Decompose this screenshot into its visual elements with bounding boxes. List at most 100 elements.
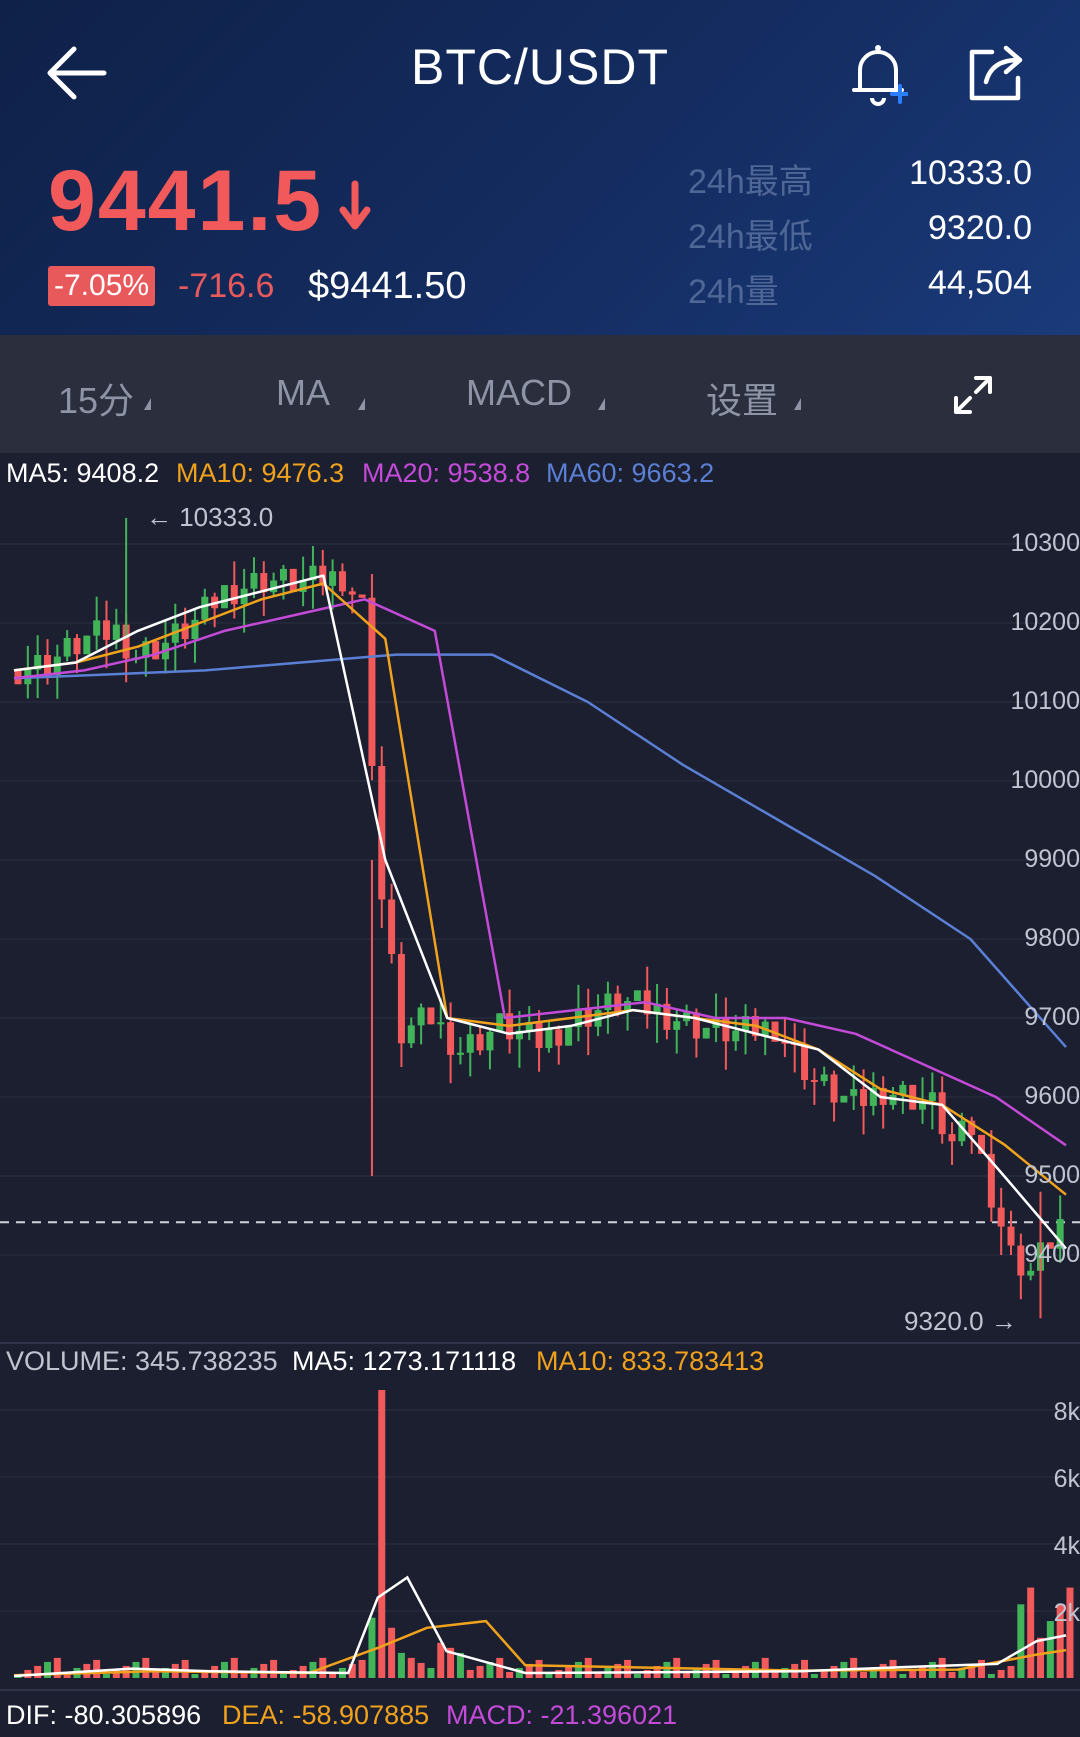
volume-ma5-line <box>13 1575 1067 1678</box>
expand-icon[interactable] <box>950 372 996 418</box>
tab-settings-label: 设置 <box>706 380 779 421</box>
volume-bar <box>987 1673 995 1678</box>
candle-body <box>653 1003 661 1015</box>
volume-bar <box>1027 1587 1035 1678</box>
stat-label-high: 24h最高 <box>688 163 813 201</box>
volume-bar <box>1007 1665 1015 1678</box>
candle-body <box>604 993 612 1011</box>
ma10-line <box>13 582 1067 1196</box>
volume-bar <box>348 1663 356 1678</box>
volume-bar <box>496 1657 504 1678</box>
volume-bar <box>801 1659 809 1678</box>
candle-body <box>919 1100 927 1110</box>
volume-bar <box>722 1673 730 1678</box>
y-axis-label: 9800 <box>1024 924 1080 952</box>
candle-body <box>220 585 228 609</box>
candle-body <box>997 1207 1005 1227</box>
candle-body <box>437 1022 445 1025</box>
volume-bar <box>633 1673 641 1678</box>
candle-body <box>820 1074 828 1082</box>
candle-body <box>309 565 317 581</box>
candle-body <box>299 580 307 592</box>
header <box>0 0 1080 335</box>
tab-ma[interactable]: MA <box>276 372 330 414</box>
volume-bar <box>958 1667 966 1678</box>
stat-label-low: 24h最低 <box>688 218 813 256</box>
volume-bar <box>948 1671 956 1678</box>
candle-body <box>781 1041 789 1044</box>
volume-bar <box>358 1659 366 1678</box>
volume-bar <box>43 1661 51 1678</box>
down-arrow-icon <box>339 180 371 230</box>
candle-body <box>279 568 287 581</box>
candle-body <box>260 573 268 593</box>
candle-body <box>230 585 238 605</box>
y-axis-label: 9600 <box>1024 1082 1080 1110</box>
candle-body <box>614 993 622 1012</box>
volume-bar <box>1046 1621 1054 1678</box>
legend-dea: DEA: -58.907885 <box>222 1700 430 1730</box>
volume-bar <box>978 1659 986 1678</box>
legend-volume-ma10: MA10: 833.783413 <box>536 1346 765 1376</box>
volume-bar <box>102 1673 110 1678</box>
volume-axis-label: 6k <box>1053 1465 1080 1493</box>
candle-body <box>348 591 356 595</box>
bell-plus-icon[interactable] <box>848 40 908 108</box>
y-axis-label: 9700 <box>1024 1003 1080 1031</box>
volume-bar <box>456 1652 464 1678</box>
candle-body <box>181 623 189 640</box>
volume-bar <box>506 1671 514 1678</box>
candle-body <box>102 620 110 640</box>
caret-down-icon <box>794 398 801 410</box>
candle-body <box>535 1021 543 1049</box>
volume-bar <box>1017 1604 1025 1678</box>
candle-body <box>447 1022 455 1055</box>
candle-body <box>201 596 209 620</box>
candle-body <box>456 1052 464 1055</box>
candle-body <box>840 1095 848 1103</box>
candle-body <box>869 1088 877 1106</box>
volume-bar <box>624 1659 632 1678</box>
volume-bar <box>771 1671 779 1678</box>
volume-bar <box>781 1667 789 1678</box>
candle-body <box>397 954 405 1044</box>
volume-bar <box>810 1673 818 1678</box>
volume-bar <box>447 1647 455 1678</box>
volume-bar <box>53 1657 61 1678</box>
change-percent-badge: -7.05% <box>48 266 156 306</box>
back-arrow-icon[interactable] <box>44 40 110 106</box>
candle-body <box>1056 1219 1064 1249</box>
change-amount: -716.6 <box>178 267 275 305</box>
volume-bar <box>683 1671 691 1678</box>
volume-bar <box>1056 1604 1064 1678</box>
volume-bar <box>240 1671 248 1678</box>
ma5-line <box>13 574 1067 1250</box>
candle-body <box>663 1003 671 1030</box>
tab-interval[interactable]: 15分 <box>58 372 134 424</box>
volume-bar <box>574 1661 582 1678</box>
legend-ma60: MA60: 9663.2 <box>546 458 715 488</box>
volume-bar <box>869 1667 877 1678</box>
candle-body <box>810 1080 818 1083</box>
tab-settings[interactable]: 设置 <box>706 372 778 424</box>
candle-body <box>368 597 376 766</box>
candle-body <box>496 1013 504 1032</box>
share-icon[interactable] <box>962 42 1028 108</box>
volume-bar <box>181 1659 189 1678</box>
candle-body <box>289 568 297 592</box>
volume-bar <box>378 1390 386 1678</box>
caret-down-icon <box>358 398 365 410</box>
candle-body <box>555 1029 563 1046</box>
candle-body <box>34 654 42 670</box>
candle-body <box>378 765 386 900</box>
volume-bar <box>1037 1637 1045 1678</box>
stat-value-low: 9320.0 <box>928 209 1032 247</box>
volume-bar <box>545 1673 553 1678</box>
tab-macd[interactable]: MACD <box>466 372 572 414</box>
volume-bar <box>191 1673 199 1678</box>
volume-bar <box>397 1652 405 1678</box>
volume-bar <box>515 1667 523 1678</box>
volume-bar <box>968 1663 976 1678</box>
low-marker: 9320.0 → <box>904 1306 1017 1336</box>
ma60-line <box>13 653 1067 1048</box>
